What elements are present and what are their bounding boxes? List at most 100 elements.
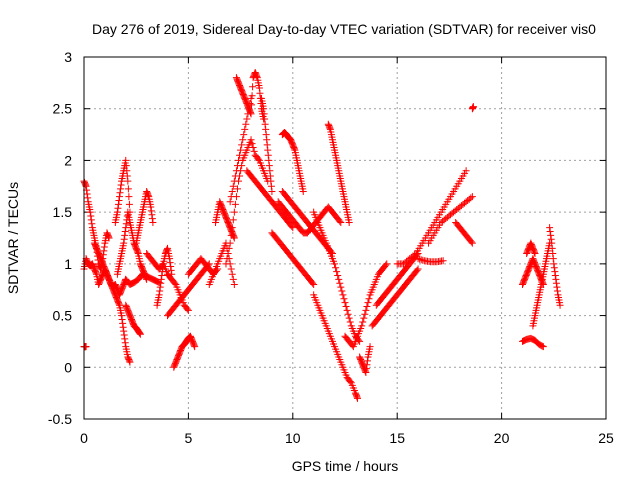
data-point (243, 115, 251, 123)
y-tick-label: -0.5 (48, 411, 72, 427)
data-point (183, 305, 191, 313)
x-tick-label: 15 (389, 430, 405, 446)
series-s42 (523, 239, 539, 258)
data-point (247, 110, 255, 118)
data-point (250, 147, 258, 155)
data-point (264, 151, 272, 159)
data-point (353, 393, 361, 401)
data-point (171, 279, 179, 287)
grid-lines (84, 57, 606, 419)
data-point (117, 181, 125, 189)
data-point (118, 312, 126, 320)
data-point (247, 136, 255, 144)
data-point (83, 190, 91, 198)
data-point (122, 156, 130, 164)
series-s20 (257, 94, 276, 195)
data-point (235, 156, 243, 164)
data-point (118, 315, 126, 323)
data-point (92, 269, 100, 277)
series-s11 (153, 244, 176, 309)
data-point (331, 260, 339, 268)
data-point (366, 343, 374, 351)
data-point (548, 244, 556, 252)
series-s09 (122, 270, 163, 289)
data-point (341, 299, 349, 307)
data-point (114, 200, 122, 208)
data-point (539, 343, 547, 351)
series-s24 (268, 229, 318, 289)
data-point (136, 329, 144, 337)
data-point (359, 318, 367, 326)
series-s33 (393, 167, 470, 268)
data-point (122, 220, 130, 228)
data-point (337, 283, 345, 291)
y-tick-labels: -0.5 0 0.5 1 1.5 2 2.5 3 (48, 49, 72, 427)
data-point (260, 105, 268, 113)
data-point (228, 187, 236, 195)
series-s04 (90, 239, 134, 366)
series-s34 (425, 193, 476, 247)
series-s21 (243, 167, 297, 232)
data-point (468, 193, 476, 201)
data-point (552, 275, 560, 283)
data-point (462, 167, 470, 175)
data-point (144, 191, 152, 199)
y-tick-label: 2.5 (53, 101, 73, 117)
data-point (262, 125, 270, 133)
series-s12 (170, 332, 199, 371)
chart-title: Day 276 of 2019, Sidereal Day-to-day VTE… (92, 21, 596, 37)
data-point (227, 193, 235, 201)
data-point (249, 144, 257, 151)
data-point (120, 239, 128, 247)
data-point (157, 279, 165, 287)
data-point (121, 339, 129, 347)
data-point (122, 162, 130, 170)
series-s22 (278, 129, 307, 195)
data-point (342, 303, 350, 311)
data-point (242, 120, 250, 128)
data-point (309, 279, 317, 287)
data-point (248, 140, 256, 148)
x-tick-label: 25 (598, 430, 614, 446)
data-point (100, 243, 108, 251)
data-point (230, 208, 238, 216)
data-point (167, 262, 175, 270)
series-s36 (414, 255, 447, 266)
data-point (125, 193, 133, 201)
data-point (124, 177, 132, 185)
data-point (547, 235, 555, 243)
data-point (159, 264, 167, 272)
data-point (546, 224, 554, 232)
data-point (288, 222, 296, 230)
series-s30 (356, 343, 374, 376)
data-point (262, 131, 270, 139)
data-point (113, 208, 121, 216)
data-point (247, 109, 255, 117)
data-point (87, 216, 95, 224)
data-point (263, 136, 271, 144)
data-point (223, 255, 231, 263)
data-point (115, 193, 123, 201)
data-point (88, 220, 96, 228)
data-point (125, 357, 133, 365)
data-point (338, 287, 346, 295)
data-point (266, 167, 274, 175)
data-point (358, 322, 366, 330)
data-point (255, 84, 263, 92)
data-point (410, 251, 418, 259)
data-point (224, 250, 232, 258)
data-point (363, 303, 371, 311)
data-point (547, 231, 555, 239)
data-point (231, 200, 239, 208)
data-point (168, 270, 176, 278)
data-point (553, 287, 561, 295)
data-point (346, 318, 354, 326)
data-point (156, 283, 164, 291)
data-point (268, 187, 276, 195)
data-point (335, 275, 343, 283)
data-point (336, 217, 344, 225)
data-point (228, 224, 236, 232)
data-point (256, 89, 264, 97)
data-point (414, 255, 422, 263)
